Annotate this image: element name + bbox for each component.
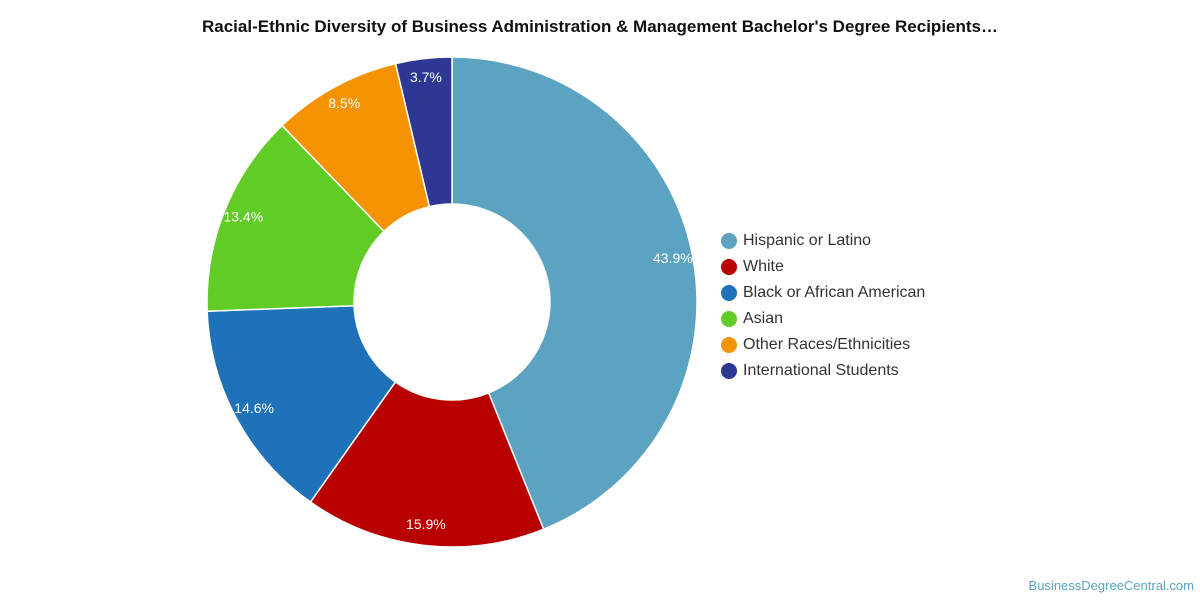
legend-label: Hispanic or Latino <box>743 232 872 249</box>
legend-item: Hispanic or Latino <box>721 228 925 254</box>
legend-swatch <box>721 363 737 379</box>
legend-item: Other Races/Ethnicities <box>721 332 925 358</box>
slice-0 <box>451 56 698 531</box>
slice-label-5: 3.7% <box>410 69 442 85</box>
legend-label: Black or African American <box>743 284 926 301</box>
legend-label: White <box>743 258 784 275</box>
slice-5 <box>394 56 453 208</box>
slice-label-4: 8.5% <box>328 95 360 111</box>
chart-title: Racial-Ethnic Diversity of Business Admi… <box>201 17 998 36</box>
slice-label-2: 14.6% <box>234 400 274 416</box>
legend-item: Black or African American <box>721 280 925 306</box>
slice-3 <box>206 124 386 313</box>
slice-1 <box>309 380 545 548</box>
legend-swatch <box>721 337 737 353</box>
legend-item: Asian <box>721 306 925 332</box>
legend-label: Other Races/Ethnicities <box>743 336 911 353</box>
legend-label: Asian <box>743 310 784 327</box>
legend-item: White <box>721 254 925 280</box>
source-credit: BusinessDegreeCentral.com <box>1028 578 1194 593</box>
legend-label: International Students <box>743 362 899 379</box>
legend-swatch <box>721 233 737 249</box>
legend: Hispanic or Latino White Black or African … <box>721 228 925 384</box>
slice-label-3: 13.4% <box>223 209 263 225</box>
slice-2 <box>206 304 397 504</box>
legend-swatch <box>721 311 737 327</box>
legend-item: International Students <box>721 358 925 384</box>
legend-swatch <box>721 285 737 301</box>
slice-label-1: 15.9% <box>406 516 446 532</box>
legend-swatch <box>721 259 737 275</box>
slice-label-0: 43.9% <box>653 250 693 266</box>
